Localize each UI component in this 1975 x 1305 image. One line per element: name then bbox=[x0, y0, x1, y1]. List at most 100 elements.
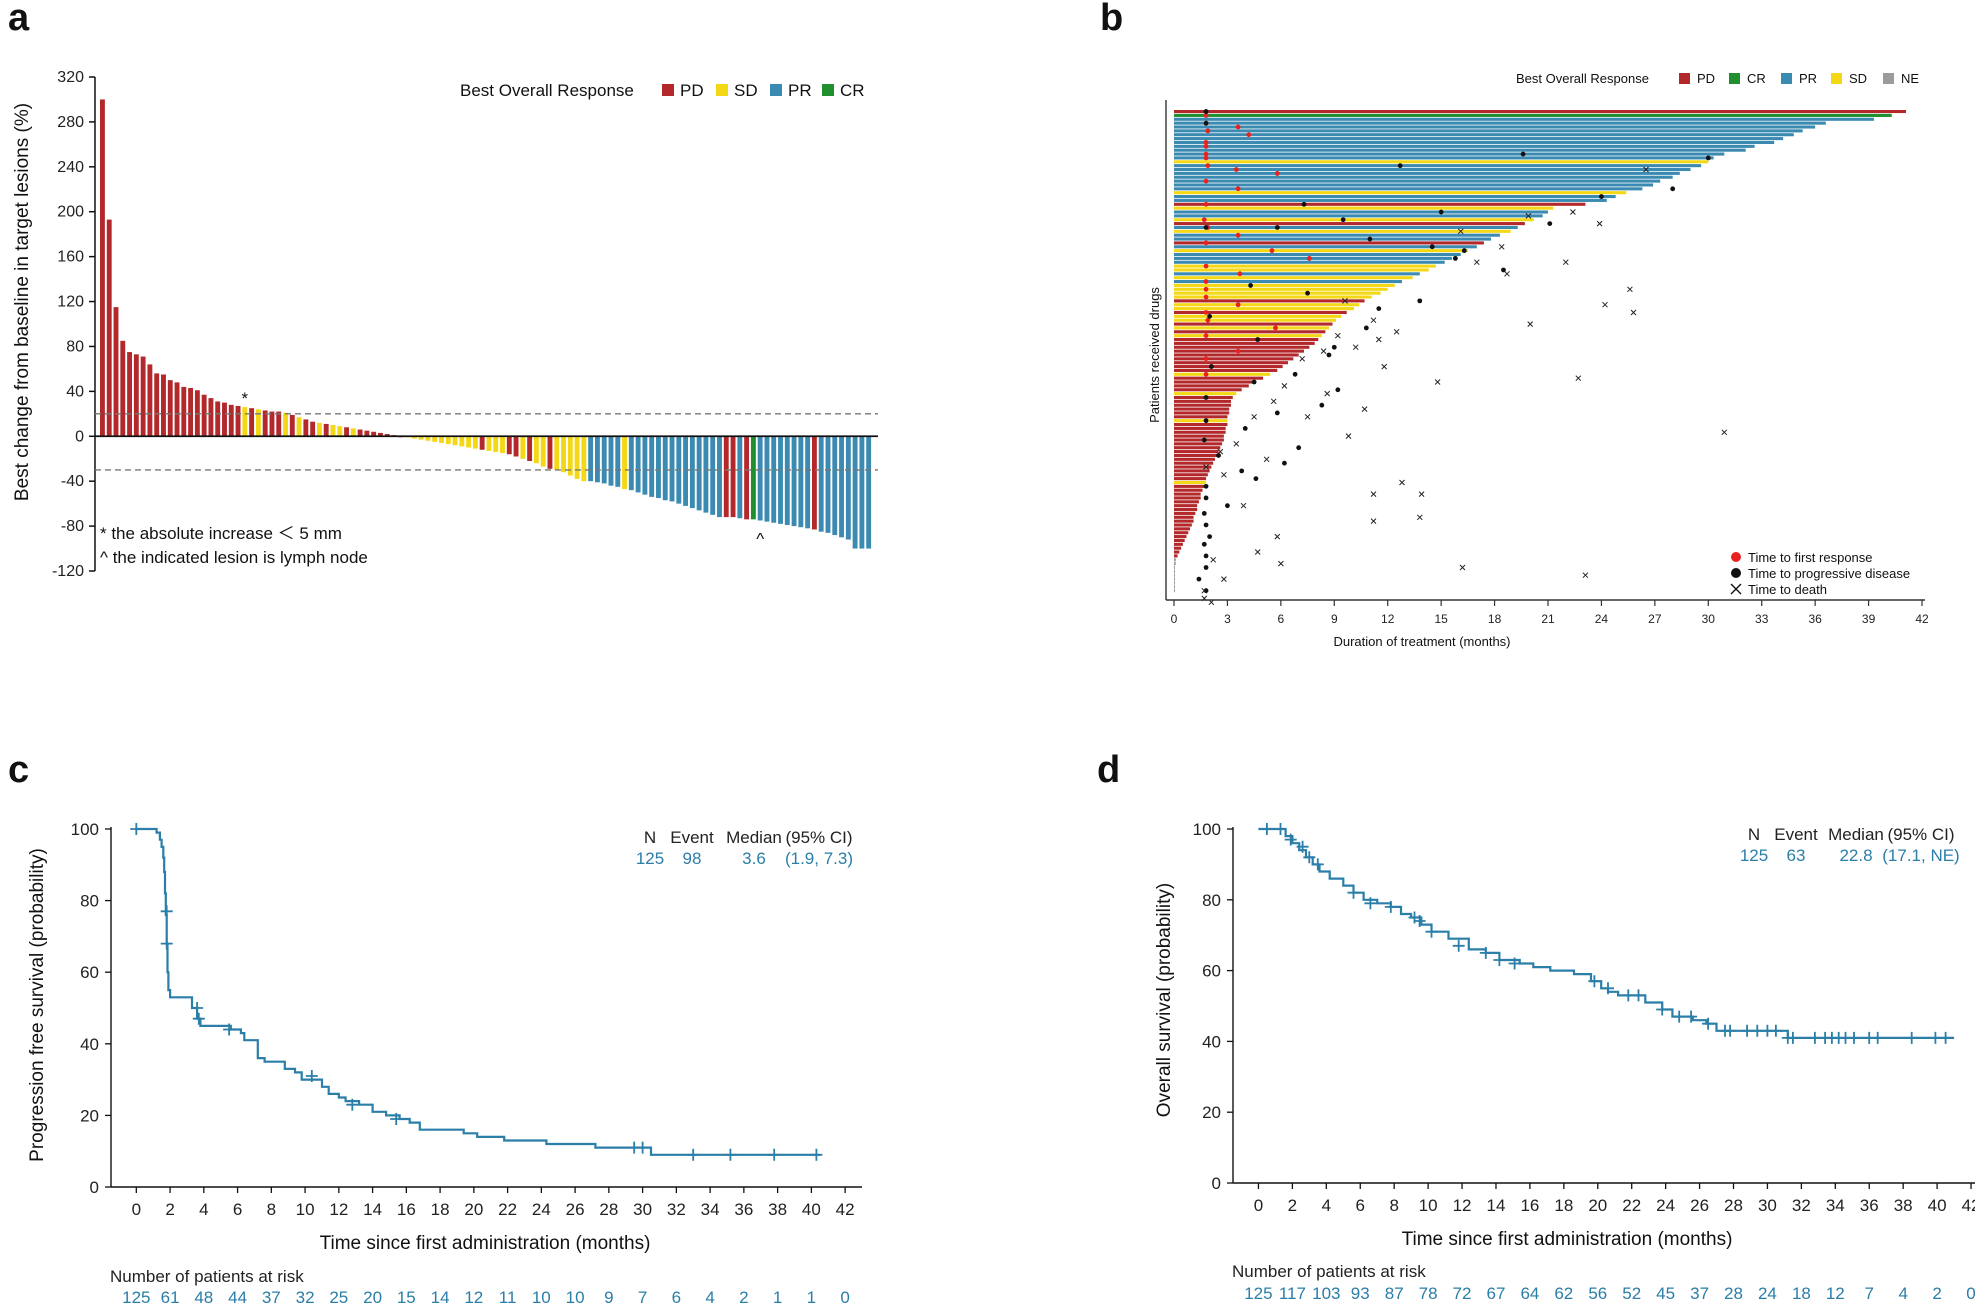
swimmer-bar bbox=[1174, 565, 1175, 570]
waterfall-bar bbox=[825, 436, 831, 533]
waterfall-bar bbox=[588, 436, 594, 482]
risk-count: 32 bbox=[296, 1288, 315, 1305]
waterfall-bar bbox=[547, 436, 553, 469]
risk-count: 6 bbox=[672, 1288, 681, 1305]
legend-swatch-pr bbox=[1781, 73, 1792, 84]
waterfall-bar bbox=[859, 436, 865, 549]
progression-marker bbox=[1203, 109, 1209, 114]
waterfall-bar bbox=[791, 436, 797, 527]
swimmer-bar bbox=[1174, 264, 1436, 268]
censor-mark bbox=[160, 937, 173, 950]
waterfall-bar bbox=[757, 436, 763, 521]
legend-label-pr: PR bbox=[1799, 71, 1817, 86]
censor-mark bbox=[390, 1113, 403, 1125]
censor-mark bbox=[1741, 1024, 1754, 1037]
waterfall-bar bbox=[493, 436, 499, 452]
waterfall-bar bbox=[805, 436, 811, 529]
x-tick-label: 32 bbox=[667, 1200, 686, 1219]
swimmer-bar bbox=[1174, 283, 1395, 287]
x-tick-label: 10 bbox=[1419, 1196, 1438, 1215]
swimmer-bar bbox=[1174, 125, 1816, 129]
waterfall-bar bbox=[730, 436, 736, 518]
waterfall-bar bbox=[513, 436, 519, 457]
first-response-marker bbox=[1235, 302, 1241, 308]
censor-mark bbox=[1508, 957, 1521, 970]
waterfall-bar bbox=[703, 436, 709, 513]
censor-mark bbox=[1939, 1031, 1952, 1044]
os-stats: N Event Median (95% CI) 125 63 22.8 (17.… bbox=[1740, 825, 1960, 865]
x-tick-label: 42 bbox=[1915, 612, 1929, 626]
swimmer-bar bbox=[1174, 256, 1452, 260]
swimmer-bar bbox=[1174, 152, 1725, 156]
death-marker bbox=[1263, 456, 1270, 463]
waterfall-bar bbox=[520, 436, 526, 459]
progression-legend-marker bbox=[1731, 568, 1741, 578]
os-y-label: Overall survival (probability) bbox=[1154, 883, 1175, 1117]
legend-swatch-ne bbox=[1883, 73, 1894, 84]
first-response-marker bbox=[1203, 155, 1209, 161]
risk-count: 67 bbox=[1487, 1284, 1506, 1303]
censor-mark bbox=[1274, 823, 1287, 835]
swimmer-bar bbox=[1174, 492, 1201, 496]
progression-marker bbox=[1301, 201, 1307, 207]
x-tick-label: 6 bbox=[1278, 612, 1285, 626]
swimmer-bar bbox=[1174, 322, 1333, 326]
censor-mark bbox=[810, 1148, 823, 1161]
risk-count: 24 bbox=[1758, 1284, 1777, 1303]
swimmer-axes: 0 3 6 9 12 15 18 21 24 27 30 33 36 39 42 bbox=[1165, 100, 1929, 626]
death-marker bbox=[1278, 560, 1284, 567]
risk-count: 125 bbox=[1244, 1284, 1272, 1303]
waterfall-bar bbox=[337, 426, 343, 437]
swimmer-bar bbox=[1174, 191, 1627, 195]
waterfall-bar bbox=[683, 436, 689, 506]
waterfall-bar bbox=[215, 401, 221, 437]
risk-count: 2 bbox=[739, 1288, 748, 1305]
y-tick-label: 20 bbox=[1202, 1103, 1221, 1122]
death-marker bbox=[1627, 286, 1633, 293]
swimmer-bar bbox=[1174, 554, 1178, 558]
x-tick-label: 36 bbox=[734, 1200, 753, 1219]
swimmer-bar bbox=[1174, 156, 1714, 160]
x-tick-label: 8 bbox=[267, 1200, 276, 1219]
swimmer-bar bbox=[1174, 395, 1233, 400]
progression-marker bbox=[1429, 244, 1435, 250]
censor-mark bbox=[724, 1148, 737, 1161]
pfs-x-label: Time since first administration (months) bbox=[320, 1233, 651, 1254]
stats-value-ci: (1.9, 7.3) bbox=[785, 849, 853, 868]
waterfall-bar bbox=[283, 412, 288, 437]
first-response-marker bbox=[1306, 255, 1312, 261]
waterfall-bar bbox=[750, 436, 756, 520]
progression-marker bbox=[1196, 576, 1202, 582]
swimmer-bar bbox=[1174, 249, 1468, 253]
waterfall-bar bbox=[425, 436, 431, 441]
risk-count: 4 bbox=[705, 1288, 714, 1305]
swimmer-bar bbox=[1174, 121, 1826, 125]
x-tick-label: 16 bbox=[1520, 1196, 1539, 1215]
waterfall-bar bbox=[710, 436, 716, 515]
waterfall-caret-mark: ^ bbox=[756, 530, 764, 549]
swimmer-bar bbox=[1174, 164, 1702, 168]
waterfall-bar bbox=[378, 432, 383, 437]
x-tick-label: 24 bbox=[1656, 1196, 1675, 1215]
waterfall-bar bbox=[615, 436, 621, 487]
waterfall-bar bbox=[533, 436, 539, 464]
death-marker bbox=[1361, 406, 1368, 412]
swimmer-bar bbox=[1174, 573, 1175, 577]
censor-mark bbox=[1929, 1031, 1942, 1044]
death-marker bbox=[1721, 429, 1728, 436]
waterfall-bar bbox=[818, 436, 824, 532]
progression-marker bbox=[1203, 522, 1209, 528]
progression-marker bbox=[1207, 313, 1213, 319]
risk-count: 1 bbox=[773, 1288, 782, 1305]
waterfall-bar bbox=[737, 436, 743, 519]
waterfall-bar bbox=[656, 436, 661, 499]
swimmer-bars bbox=[1174, 110, 1906, 593]
swimmer-bar bbox=[1174, 538, 1185, 542]
censor-mark bbox=[192, 1012, 205, 1025]
swimmer-bar bbox=[1174, 295, 1372, 299]
swimmer-bar bbox=[1174, 195, 1616, 199]
swimmer-bar bbox=[1174, 113, 1892, 117]
risk-count: 28 bbox=[1724, 1284, 1743, 1303]
swimmer-bar bbox=[1174, 392, 1237, 396]
waterfall-bar bbox=[344, 427, 349, 437]
